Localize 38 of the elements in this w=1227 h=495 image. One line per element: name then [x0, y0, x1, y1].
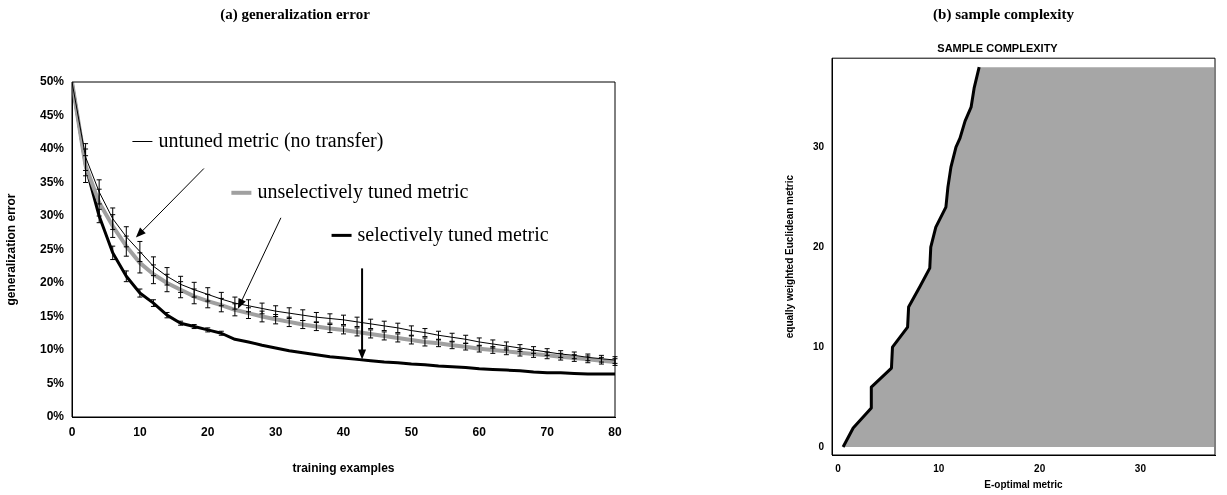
x-tick-label: 80	[608, 424, 622, 439]
x-tick-label: 40	[336, 424, 351, 439]
x-tick-label: 60	[472, 424, 487, 439]
y-tick-label: 0	[818, 440, 825, 452]
x-tick-label: 0	[68, 424, 76, 439]
y-axis-title: equally weighted Euclidean metric	[783, 174, 795, 339]
legend-label: selectively tuned metric	[357, 222, 549, 246]
y-tick-label: 10%	[39, 342, 65, 357]
y-axis-title: generalization error	[3, 193, 18, 306]
y-tick-label: 40%	[39, 141, 65, 156]
y-tick-label: 20	[812, 240, 825, 252]
x-axis-title: training examples	[292, 461, 395, 476]
x-tick-label: 20	[201, 424, 215, 439]
y-tick-label: 0%	[46, 409, 65, 424]
x-tick-label: 0	[835, 462, 842, 474]
chart-subtitle: SAMPLE COMPLEXITY	[937, 41, 1059, 54]
x-tick-label: 30	[268, 424, 283, 439]
y-tick-label: 25%	[39, 241, 65, 256]
x-tick-label: 10	[133, 424, 147, 439]
x-axis-title: E-optimal metric	[984, 478, 1064, 490]
chart-title: (a) generalization error	[219, 6, 371, 23]
x-tick-label: 70	[540, 424, 555, 439]
y-tick-label: 30%	[39, 208, 65, 223]
x-tick-label: 10	[933, 462, 945, 474]
y-tick-label: 45%	[39, 107, 65, 122]
y-tick-label: 50%	[39, 74, 65, 89]
y-tick-label: 20%	[39, 275, 65, 290]
x-tick-label: 50	[404, 424, 419, 439]
y-tick-label: 5%	[46, 375, 65, 390]
legend-label: untuned metric (no transfer)	[158, 128, 384, 152]
legend-label: unselectively tuned metric	[257, 180, 469, 204]
x-tick-label: 20	[1034, 462, 1046, 474]
x-tick-label: 30	[1134, 462, 1147, 474]
y-tick-label: 15%	[39, 308, 65, 323]
y-tick-label: 35%	[39, 174, 65, 189]
y-tick-label: 30	[812, 140, 825, 152]
chart-title: (b) sample complexity	[932, 6, 1075, 23]
y-tick-label: 10	[812, 340, 825, 352]
